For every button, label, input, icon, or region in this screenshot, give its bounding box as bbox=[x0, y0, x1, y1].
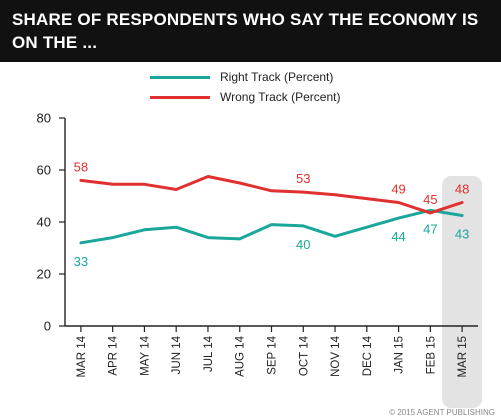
legend-swatch-wrong-track bbox=[150, 95, 210, 99]
title-bar: SHARE OF RESPONDENTS WHO SAY THE ECONOMY… bbox=[0, 0, 501, 62]
data-label: 53 bbox=[296, 171, 310, 186]
legend-label-wrong-track: Wrong Track (Percent) bbox=[220, 90, 341, 104]
y-tick-label: 40 bbox=[37, 215, 51, 230]
data-label: 58 bbox=[74, 159, 88, 174]
legend-label-right-track: Right Track (Percent) bbox=[220, 70, 334, 84]
y-tick-label: 80 bbox=[37, 111, 51, 126]
x-tick-label: NOV 14 bbox=[330, 335, 342, 377]
data-label: 47 bbox=[423, 221, 437, 236]
y-tick-label: 60 bbox=[37, 163, 51, 178]
x-tick-label: MAR 15 bbox=[457, 336, 469, 378]
y-tick-label: 0 bbox=[44, 319, 51, 334]
x-tick-label: OCT 14 bbox=[298, 335, 310, 376]
data-label: 49 bbox=[391, 182, 405, 197]
data-label: 40 bbox=[296, 237, 310, 252]
x-tick-label: DEC 14 bbox=[362, 335, 374, 376]
data-label: 45 bbox=[423, 192, 437, 207]
x-tick-label: AUG 14 bbox=[235, 335, 247, 377]
data-label: 43 bbox=[455, 227, 469, 242]
x-tick-label: SEP 14 bbox=[267, 335, 279, 374]
credit-text: © 2015 AGENT PUBLISHING bbox=[389, 408, 495, 417]
x-tick-label: JUL 14 bbox=[203, 335, 215, 372]
data-label: 48 bbox=[455, 182, 469, 197]
x-tick-label: JAN 15 bbox=[394, 336, 406, 374]
highlight-band bbox=[442, 176, 483, 408]
legend-item-right-track: Right Track (Percent) bbox=[150, 68, 333, 86]
chart-title: SHARE OF RESPONDENTS WHO SAY THE ECONOMY… bbox=[12, 10, 479, 52]
data-label: 33 bbox=[74, 254, 88, 269]
x-tick-label: FEB 15 bbox=[425, 336, 437, 374]
legend-item-wrong-track: Wrong Track (Percent) bbox=[150, 88, 340, 106]
x-tick-label: APR 14 bbox=[108, 335, 120, 375]
x-tick-label: JUN 14 bbox=[171, 335, 183, 374]
x-tick-label: MAY 14 bbox=[139, 335, 151, 375]
y-tick-label: 20 bbox=[37, 267, 51, 282]
x-tick-label: MAR 14 bbox=[76, 335, 88, 377]
data-label: 44 bbox=[391, 229, 405, 244]
legend-swatch-right-track bbox=[150, 75, 210, 79]
